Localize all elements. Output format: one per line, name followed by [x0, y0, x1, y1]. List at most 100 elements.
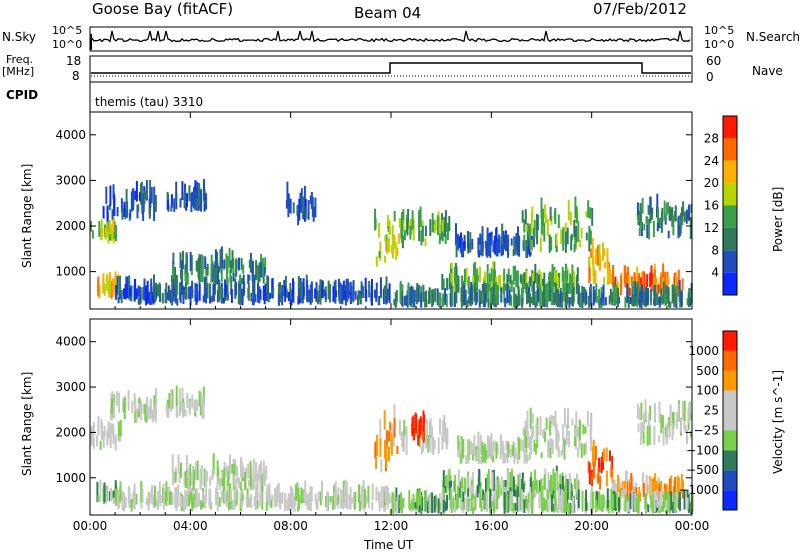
scatter-cell	[186, 491, 189, 507]
scatter-cell	[588, 298, 591, 309]
scatter-cell	[629, 493, 632, 510]
scatter-cell	[517, 285, 520, 307]
scatter-cell	[598, 289, 601, 306]
scatter-cell	[517, 474, 520, 489]
scatter-cell	[247, 463, 250, 479]
cpid-value: themis (tau) 3310	[95, 95, 204, 109]
x-tick-label: 16:00	[474, 519, 509, 533]
scatter-cell	[667, 287, 670, 304]
scatter-cell	[630, 276, 633, 287]
scatter-cell	[384, 256, 386, 263]
scatter-cell	[272, 287, 275, 295]
scatter-cell	[478, 289, 481, 303]
scatter-cell	[579, 239, 582, 248]
scatter-cell	[606, 248, 609, 270]
scatter-cell	[197, 258, 200, 278]
scatter-cell	[354, 491, 357, 503]
scatter-cell	[444, 422, 447, 442]
scatter-cell	[267, 293, 270, 303]
colorbar-swatch	[723, 390, 737, 411]
scatter-cell	[563, 439, 566, 460]
scatter-cell	[554, 410, 557, 432]
scatter-cell	[123, 492, 126, 511]
scatter-cell	[683, 211, 686, 222]
scatter-cell	[201, 395, 204, 412]
scatter-cell	[525, 225, 528, 232]
scatter-cell	[591, 245, 594, 266]
scatter-cell	[658, 217, 661, 229]
scatter-cell	[347, 281, 350, 298]
scatter-cell	[132, 188, 135, 205]
scatter-cell	[575, 411, 578, 428]
scatter-cell	[174, 488, 177, 507]
scatter-cell	[193, 399, 196, 413]
scatter-cell	[374, 441, 377, 459]
colorbar-swatch	[723, 272, 737, 295]
scatter-cell	[586, 410, 589, 427]
scatter-cell	[492, 454, 495, 463]
scatter-cell	[615, 284, 618, 302]
scatter-cell	[388, 493, 391, 504]
scatter-cell	[396, 445, 399, 454]
scatter-cell	[216, 460, 219, 477]
scatter-cell	[483, 292, 486, 308]
scatter-cell	[600, 494, 603, 512]
scatter-cell	[546, 219, 549, 237]
scatter-cell	[411, 416, 414, 427]
scatter-cell	[286, 181, 289, 204]
scatter-cell	[229, 269, 232, 284]
scatter-cell	[235, 260, 238, 276]
scatter-cell	[462, 491, 465, 510]
scatter-cell	[172, 478, 175, 485]
scatter-cell	[379, 418, 382, 438]
scatter-cell	[489, 436, 492, 455]
scatter-cell	[526, 223, 529, 245]
scatter-cell	[205, 275, 208, 297]
freq-label-1: Freq.	[6, 53, 34, 66]
scatter-cell	[408, 490, 411, 510]
scatter-cell	[377, 297, 380, 306]
scatter-cell	[457, 435, 460, 458]
scatter-cell	[643, 412, 646, 432]
velocity-colorbar-label: Velocity [m s^-1]	[771, 369, 785, 474]
scatter-cell	[532, 480, 534, 500]
scatter-cell	[260, 261, 263, 278]
scatter-cell	[441, 298, 444, 307]
scatter-cell	[239, 492, 242, 504]
scatter-cell	[290, 291, 292, 299]
scatter-cell	[161, 293, 164, 304]
scatter-cell	[266, 275, 269, 296]
scatter-cell	[365, 495, 368, 503]
scatter-cell	[319, 491, 322, 506]
scatter-cell	[429, 492, 432, 513]
scatter-cell	[519, 472, 522, 492]
scatter-cell	[494, 490, 497, 512]
scatter-cell	[583, 287, 585, 304]
nave-label: Nave	[752, 64, 783, 78]
colorbar-tick-label: 8	[711, 243, 719, 257]
scatter-cell	[269, 292, 271, 300]
scatter-cell	[142, 201, 145, 212]
scatter-cell	[379, 438, 382, 458]
scatter-cell	[600, 292, 603, 302]
scatter-cell	[628, 274, 631, 286]
scatter-cell	[677, 403, 680, 422]
scatter-cell	[112, 426, 115, 445]
scatter-cell	[224, 492, 227, 505]
scatter-cell	[615, 493, 618, 509]
scatter-cell	[187, 494, 190, 507]
scatter-cell	[124, 496, 127, 508]
colorbar-swatch	[723, 430, 737, 451]
scatter-cell	[238, 477, 241, 489]
scatter-cell	[489, 236, 492, 258]
scatter-cell	[327, 280, 330, 300]
scatter-cell	[446, 277, 449, 291]
scatter-cell	[577, 283, 580, 304]
scatter-cell	[464, 289, 467, 306]
scatter-cell	[506, 234, 509, 254]
scatter-cell	[466, 439, 469, 462]
scatter-cell	[667, 230, 670, 239]
scatter-cell	[471, 238, 474, 250]
scatter-cell	[516, 270, 519, 289]
